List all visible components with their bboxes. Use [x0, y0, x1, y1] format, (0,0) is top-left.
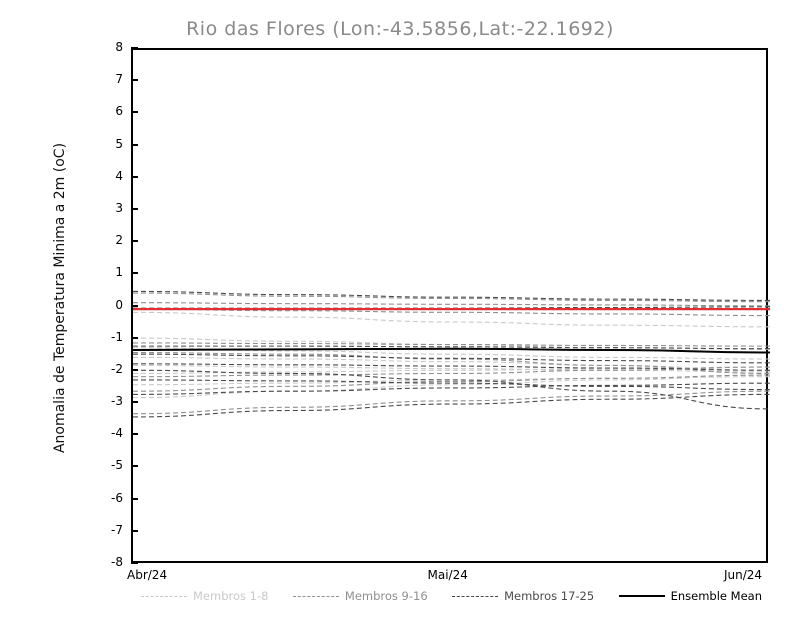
- y-tick-mark: [131, 240, 138, 243]
- x-tick-label: Jun/24: [724, 568, 763, 582]
- y-tick-mark: [131, 79, 138, 82]
- y-tick-label: 0: [115, 297, 123, 312]
- series-line: [133, 369, 770, 410]
- y-tick-label: 2: [115, 233, 123, 248]
- y-tick-mark: [131, 401, 138, 404]
- series-line: [133, 342, 770, 347]
- x-tick-label: Mai/24: [427, 568, 468, 582]
- series-line: [133, 366, 770, 378]
- y-tick-mark: [131, 143, 138, 146]
- legend-swatch: [292, 595, 339, 597]
- series-line: [133, 374, 770, 399]
- series-line: [133, 290, 770, 301]
- legend-swatch: [452, 595, 499, 597]
- chart-legend: Membros 1-8 Membros 9-16 Membros 17-25 Ense…: [131, 585, 768, 607]
- series-line: [133, 363, 770, 371]
- series-line: [133, 393, 770, 418]
- y-tick-label: -5: [111, 458, 123, 473]
- y-tick-label: -3: [111, 394, 123, 409]
- series-line: [133, 366, 770, 375]
- y-tick-label: 7: [115, 72, 123, 87]
- series-line: [133, 356, 770, 371]
- series-line: [133, 379, 770, 391]
- y-tick-mark: [131, 368, 138, 371]
- y-tick-label: 1: [115, 265, 123, 280]
- y-tick-mark: [131, 336, 138, 339]
- series-line: [133, 364, 770, 373]
- series-line: [133, 382, 770, 395]
- y-tick-mark: [131, 497, 138, 500]
- y-tick-mark: [131, 272, 138, 275]
- y-tick-mark: [131, 111, 138, 114]
- y-tick-mark: [131, 562, 138, 564]
- y-tick-mark: [131, 47, 138, 49]
- y-tick-label: 8: [115, 40, 123, 54]
- legend-label: Membros 17-25: [504, 589, 595, 603]
- series-line: [133, 353, 770, 364]
- y-tick-label: -7: [111, 522, 123, 537]
- legend-item: Membros 9-16: [292, 589, 428, 603]
- y-tick-label: -2: [111, 361, 123, 376]
- series-line: [133, 376, 770, 386]
- series-line: [133, 390, 770, 415]
- series-line: [133, 292, 770, 303]
- y-tick-mark: [131, 304, 138, 307]
- y-tick-mark: [131, 433, 138, 436]
- y-tick-label: 3: [115, 200, 123, 215]
- y-tick-label: -6: [111, 490, 123, 505]
- series-canvas: [133, 290, 770, 418]
- series-line: [133, 306, 770, 309]
- legend-item: Ensemble Mean: [618, 589, 762, 603]
- legend-label: Membros 1-8: [193, 589, 269, 603]
- y-axis-label: Anomalia de Temperatura Minima a 2m (oC): [52, 142, 68, 454]
- series-line: [133, 374, 770, 392]
- legend-item: Membros 1-8: [141, 589, 268, 603]
- series-line: [133, 352, 770, 375]
- legend-swatch: [618, 595, 665, 597]
- y-tick-mark: [131, 175, 138, 178]
- legend-item: Membros 17-25: [452, 589, 594, 603]
- series-line: [133, 302, 770, 307]
- series-line: [133, 347, 770, 354]
- legend-swatch: [141, 595, 187, 597]
- chart-title: Rio das Flores (Lon:-43.5856,Lat:-22.169…: [186, 18, 614, 40]
- y-tick-label: -8: [111, 555, 123, 569]
- legend-label: Membros 9-16: [344, 589, 428, 603]
- y-tick-mark: [131, 529, 138, 532]
- y-tick-mark: [131, 465, 138, 468]
- y-tick-mark: [131, 207, 138, 210]
- series-line: [133, 337, 770, 350]
- y-tick-label: 5: [115, 136, 123, 151]
- x-tick-label: Abr/24: [127, 568, 168, 582]
- series-line: [133, 311, 770, 328]
- legend-label: Ensemble Mean: [670, 589, 762, 603]
- plot-area: [131, 48, 770, 563]
- y-tick-label: 6: [115, 104, 123, 119]
- y-tick-label: -4: [111, 426, 123, 441]
- y-tick-label: -1: [111, 329, 123, 344]
- y-tick-label: 4: [115, 168, 123, 183]
